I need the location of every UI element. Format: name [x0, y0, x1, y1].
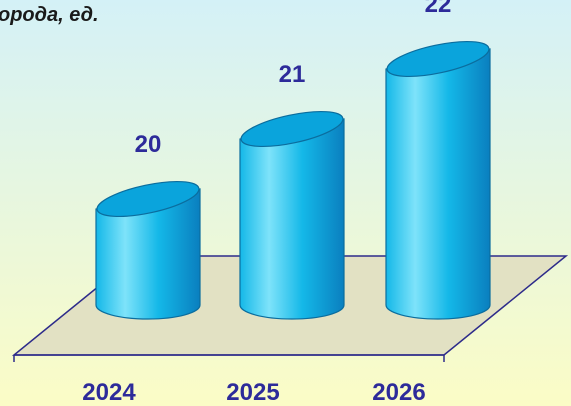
- data-label: 20: [135, 131, 162, 158]
- x-tick-label: 2024: [82, 379, 136, 406]
- bar-2026: [385, 40, 491, 320]
- bars-layer: [95, 40, 491, 320]
- bar-2025: [239, 110, 345, 320]
- bar-top: [96, 180, 200, 218]
- chart-title: орода, ед.: [0, 4, 99, 26]
- x-tick-label: 2026: [372, 379, 425, 406]
- bar-body: [95, 188, 201, 320]
- bar-body: [385, 48, 491, 320]
- x-tick-label: 2025: [226, 379, 279, 406]
- labels-layer: 20 2024 21 2025 22 2026: [82, 0, 451, 406]
- bar-top: [240, 110, 344, 148]
- data-label: 21: [279, 61, 306, 88]
- bar-top: [386, 40, 490, 78]
- bar-2024: [95, 180, 201, 320]
- data-label: 22: [425, 0, 452, 18]
- bar-body: [239, 118, 345, 320]
